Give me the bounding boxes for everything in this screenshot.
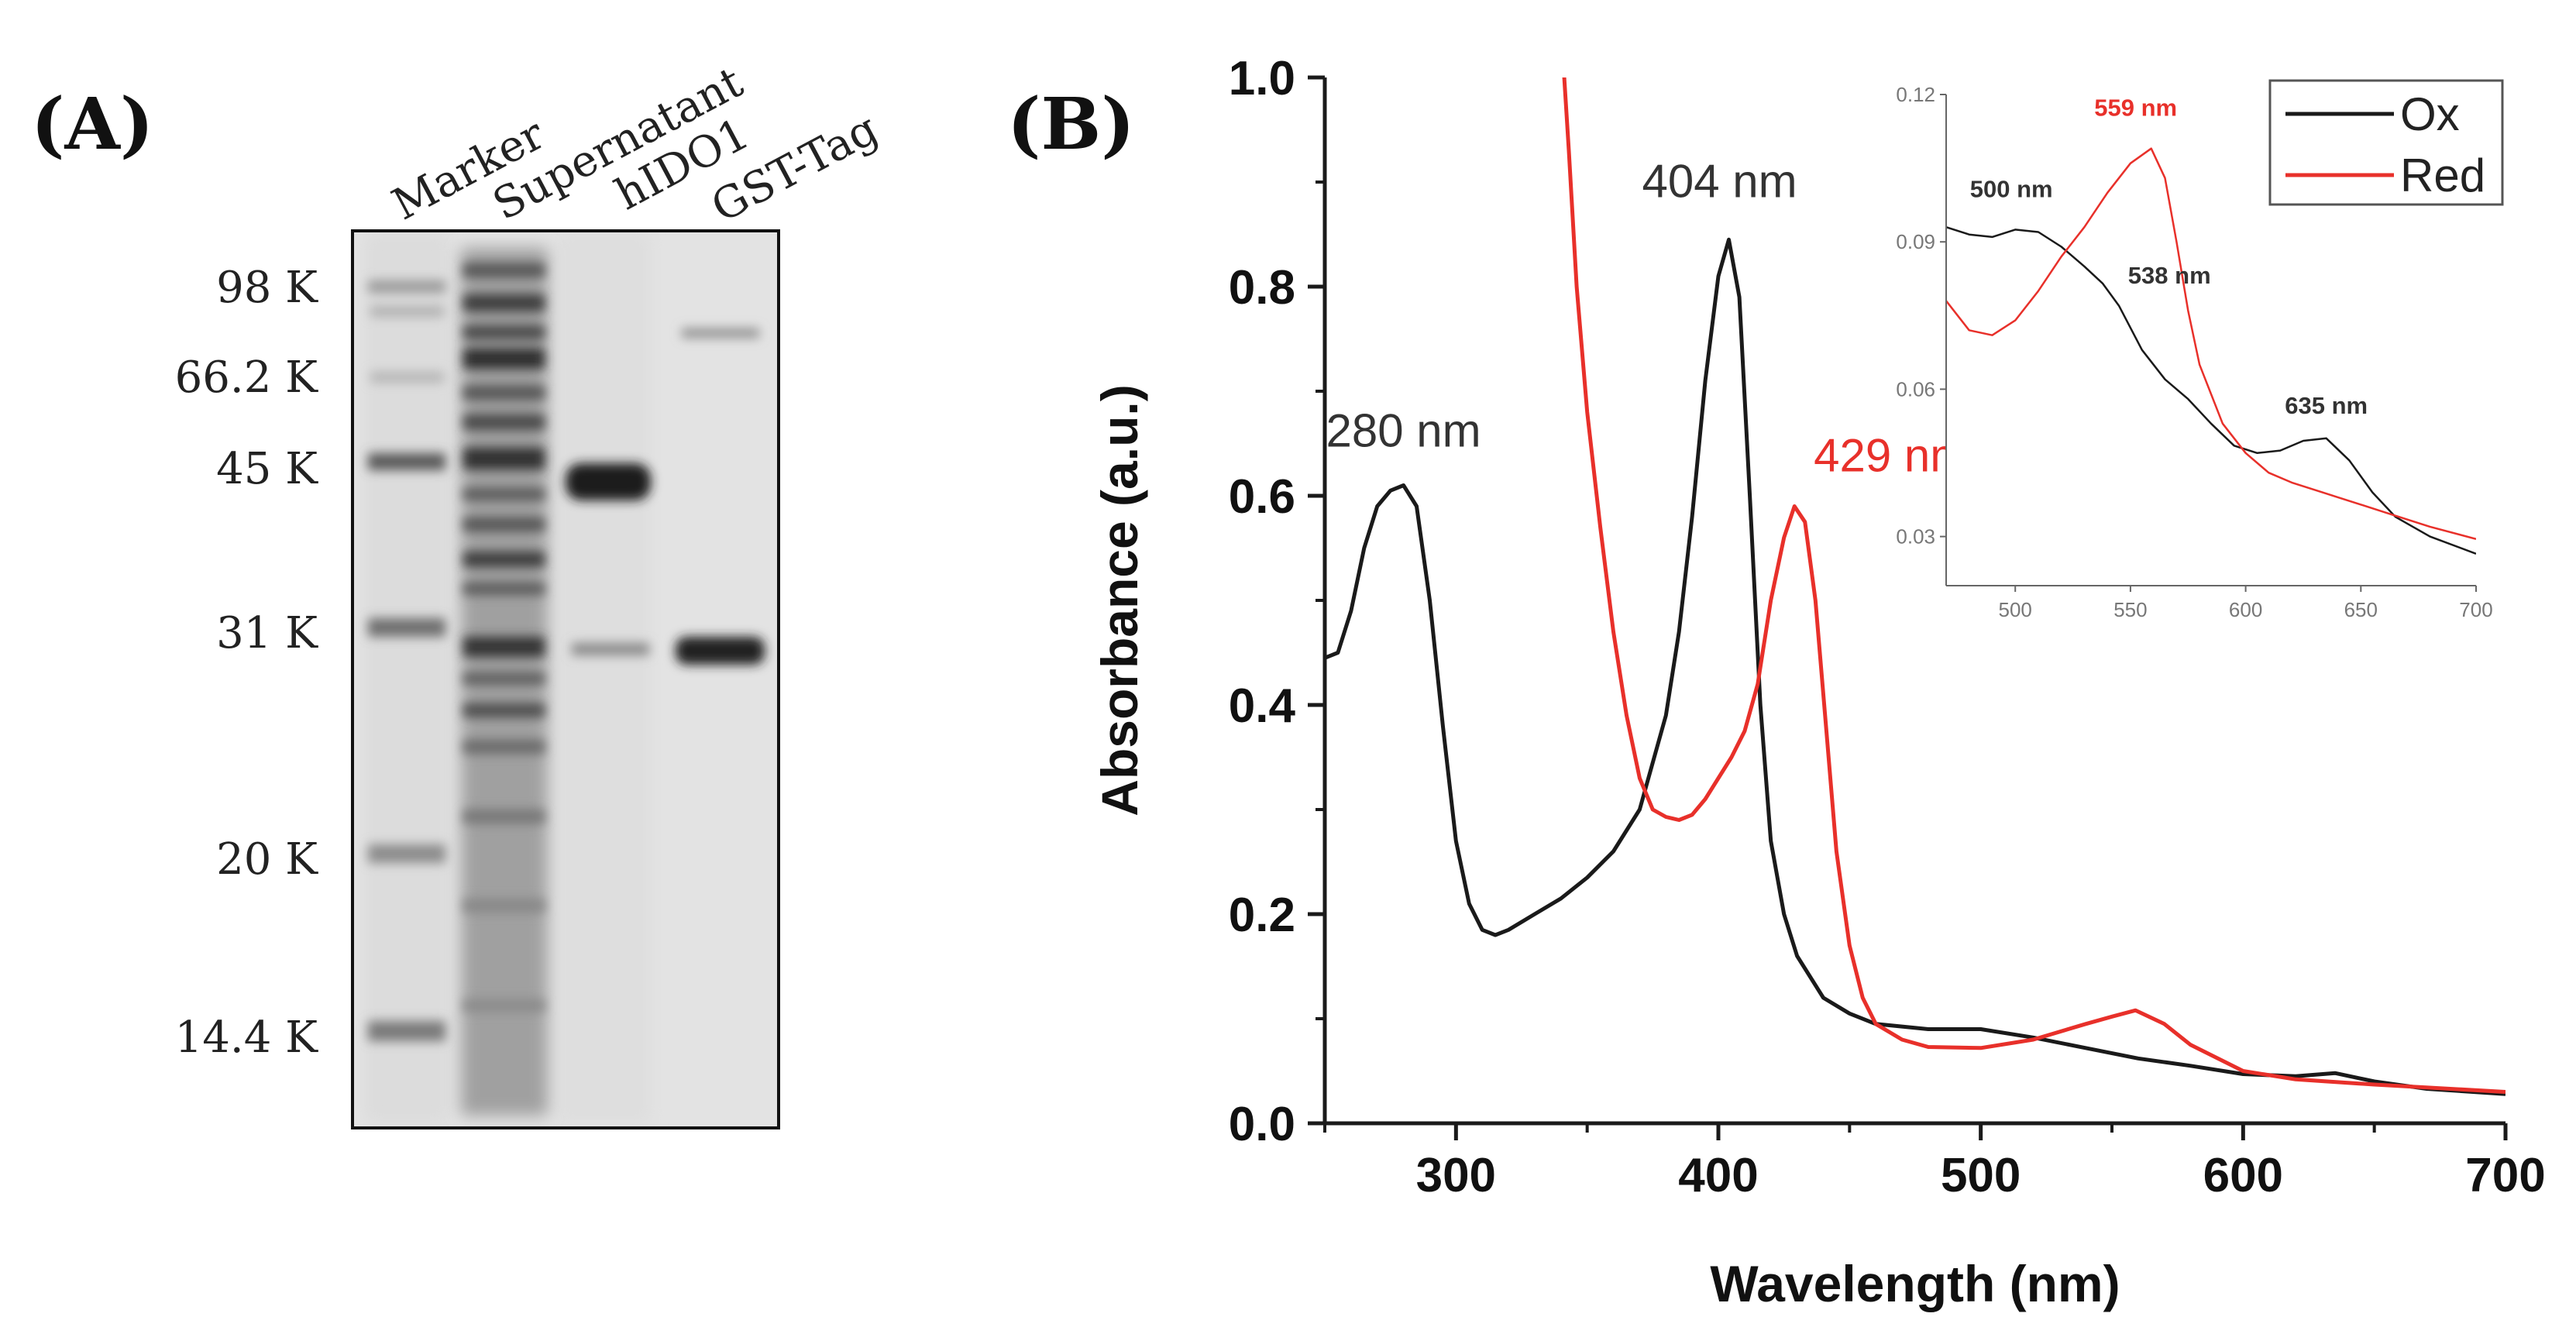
panel-a-label: (A) <box>31 82 153 166</box>
main-y-tick-label: 1.0 <box>1229 52 1295 105</box>
peak-label-404-nm: 404 nm <box>1642 155 1797 207</box>
inset-y-tick-label: 0.03 <box>1896 525 1935 548</box>
panel-a: (A) Marker Supernatant hIDO1 GST-Tag 98 … <box>31 57 886 1129</box>
main-y-tick-label: 0.0 <box>1229 1098 1295 1151</box>
main-x-axis-label: Wavelength (nm) <box>1710 1255 2120 1312</box>
main-y-tick-label: 0.4 <box>1229 679 1296 733</box>
mw-marker-20k: 20 K <box>216 834 318 885</box>
hido1-lane <box>566 463 651 655</box>
inset-y-tick-label: 0.12 <box>1896 83 1935 106</box>
inset-x-tick-label: 650 <box>2344 598 2378 621</box>
legend-label-ox: Ox <box>2400 88 2460 140</box>
inset-series-line-ox <box>1946 226 2476 555</box>
inset-x-tick-label: 500 <box>1999 598 2032 621</box>
supernatant-lane <box>461 248 548 1116</box>
mw-marker-66k: 66.2 K <box>175 352 318 403</box>
inset-peak-label-538-nm: 538 nm <box>2128 262 2211 289</box>
main-y-tick-label: 0.8 <box>1229 261 1295 315</box>
gst-tag-lane <box>676 328 765 665</box>
inset-peak-label-635-nm: 635 nm <box>2285 392 2368 419</box>
main-y-tick-label: 0.6 <box>1229 470 1295 524</box>
inset-peak-label-500-nm: 500 nm <box>1970 175 2053 202</box>
mw-marker-98k: 98 K <box>216 263 318 313</box>
mw-marker-45k: 45 K <box>216 444 318 494</box>
peak-label-280-nm: 280 nm <box>1326 405 1481 457</box>
mw-marker-14k: 14.4 K <box>175 1013 318 1063</box>
inset-chart: 500 nm 559 nm 538 nm 635 nm 0.03 0.06 0.09 0.1… <box>1896 83 2492 621</box>
main-x-tick-label: 400 <box>1678 1149 1758 1202</box>
gel-image <box>351 229 780 1129</box>
main-y-axis-label: Absorbance (a.u.) <box>1091 384 1148 816</box>
marker-lane-bands <box>368 280 445 1041</box>
inset-series-line-red <box>1946 147 2476 541</box>
panel-b: (B) 280 nm 404 nm 429 nm 0.0 0.2 0.4 0.6 0.8 1.… <box>1007 52 2546 1312</box>
main-chart: 280 nm 404 nm 429 nm 0.0 0.2 0.4 0.6 0.8 1.0 300… <box>1091 52 2546 1312</box>
series-line-red <box>1562 77 2505 1094</box>
inset-x-tick-label: 600 <box>2229 598 2262 621</box>
inset-y-tick-label: 0.06 <box>1896 377 1935 401</box>
inset-peak-label-559-nm: 559 nm <box>2094 95 2177 122</box>
mw-marker-31k: 31 K <box>216 608 318 658</box>
legend: Ox Red <box>2268 79 2504 206</box>
main-x-tick-label: 700 <box>2465 1149 2545 1202</box>
main-x-tick-label: 500 <box>1941 1149 2021 1202</box>
legend-label-red: Red <box>2400 150 2485 201</box>
main-x-tick-label: 300 <box>1416 1149 1496 1202</box>
peak-label-429-nm: 429 nm <box>1814 430 1969 482</box>
panel-b-label: (B) <box>1007 82 1135 166</box>
inset-y-tick-label: 0.09 <box>1896 230 1935 253</box>
main-x-tick-label: 600 <box>2203 1149 2283 1202</box>
main-y-tick-label: 0.2 <box>1229 889 1295 942</box>
inset-x-tick-label: 550 <box>2113 598 2147 621</box>
inset-x-tick-label: 700 <box>2459 598 2492 621</box>
series-line-ox <box>1325 237 2505 1096</box>
